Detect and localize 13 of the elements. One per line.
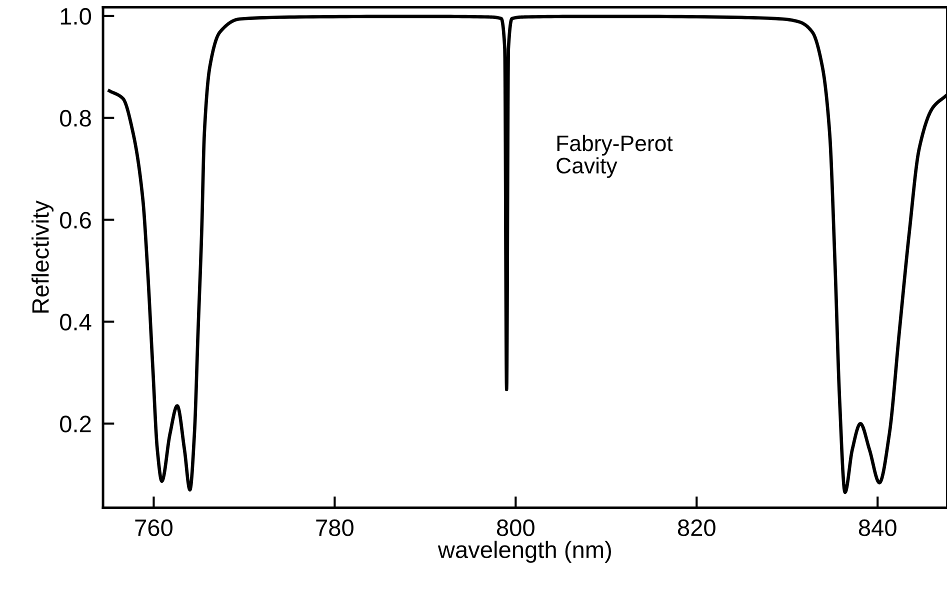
y-tick-label: 1.0 xyxy=(60,8,91,25)
y-tick-label: 0.8 xyxy=(60,110,91,127)
y-axis-title: Reflectivity xyxy=(32,200,54,313)
annotation: Fabry-Perot Cavity xyxy=(556,134,673,178)
x-tick-label: 780 xyxy=(316,519,354,536)
x-tick-label: 820 xyxy=(678,519,716,536)
x-tick-label: 800 xyxy=(496,519,534,536)
x-axis-title: wavelength (nm) xyxy=(438,540,611,563)
y-tick-label: 0.2 xyxy=(60,416,91,432)
x-tick-label: 840 xyxy=(858,519,896,536)
y-tick-label: 0.4 xyxy=(60,314,92,330)
x-tick-label: 760 xyxy=(135,519,172,536)
y-tick-label: 0.6 xyxy=(60,212,91,229)
